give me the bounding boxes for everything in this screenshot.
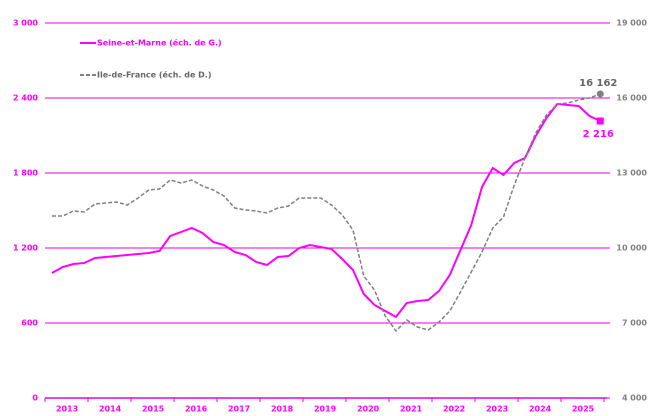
x-tick-label: 2025 [572, 405, 595, 414]
legend-label: Seine-et-Marne (éch. de G.) [97, 38, 222, 48]
y-tick-label: 0 [32, 394, 38, 403]
x-tick-label: 2016 [185, 405, 208, 414]
x-tick-label: 2013 [56, 405, 78, 414]
y2-tick-label: 16 000 [616, 94, 647, 103]
series-line [51, 102, 601, 319]
end-marker [596, 117, 604, 125]
x-tick-label: 2021 [400, 405, 423, 414]
x-tick-label: 2015 [142, 405, 165, 414]
x-tick-label: 2020 [357, 405, 380, 414]
x-tick-label: 2017 [228, 405, 250, 414]
x-tick-label: 2014 [99, 405, 122, 414]
value-label: 2 216 [583, 129, 614, 140]
value-label: 16 162 [579, 78, 617, 89]
y2-tick-label: 10 000 [616, 244, 647, 253]
y-tick-label: 600 [21, 319, 38, 328]
y2-tick-label: 19 000 [616, 19, 647, 28]
y2-tick-label: 4 000 [622, 394, 647, 403]
x-tick-label: 2022 [443, 405, 465, 414]
legend-label: Ile-de-France (éch. de D.) [97, 70, 212, 80]
series-line [52, 93, 601, 333]
y2-tick-label: 13 000 [616, 169, 647, 178]
x-tick-label: 2018 [271, 405, 294, 414]
x-tick-label: 2023 [486, 405, 508, 414]
y2-tick-label: 7 000 [622, 319, 647, 328]
x-tick-label: 2019 [314, 405, 337, 414]
end-marker [596, 90, 604, 98]
y-tick-label: 2 400 [13, 94, 38, 103]
y-tick-label: 3 000 [13, 19, 38, 28]
y-tick-label: 1 800 [13, 169, 38, 178]
x-tick-label: 2024 [529, 405, 552, 414]
y-tick-label: 1 200 [13, 244, 38, 253]
